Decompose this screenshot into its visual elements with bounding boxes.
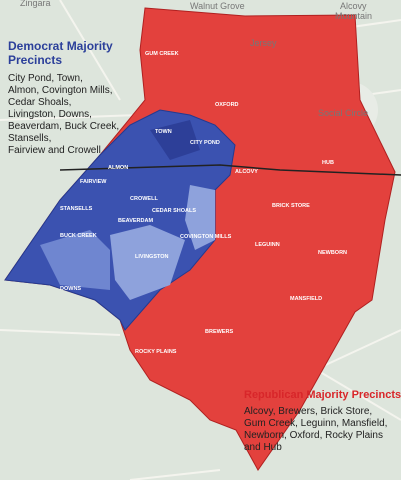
precinct-label: BEAVERDAM xyxy=(118,218,153,224)
legend-line: Newborn, Oxford, Rocky Plains xyxy=(244,430,383,441)
place-label: Alcovy xyxy=(340,1,367,11)
legend-line: Gum Creek, Leguinn, Mansfield, xyxy=(244,418,387,429)
place-label: Jersey xyxy=(250,38,277,48)
precinct-label: GUM CREEK xyxy=(145,51,179,57)
precinct-label: DOWNS xyxy=(60,286,81,292)
precinct-label: HUB xyxy=(322,160,334,166)
place-label: Mountain xyxy=(335,11,372,21)
precinct-label: CEDAR SHOALS xyxy=(152,208,196,214)
legend-title: Precincts xyxy=(8,53,62,67)
legend-line: Stansells, xyxy=(8,133,51,144)
dark-precinct xyxy=(150,120,200,160)
legend-line: Fairview and Crowell xyxy=(8,145,101,156)
precinct-label: BREWERS xyxy=(205,329,233,335)
place-label: Social Circle xyxy=(318,108,368,118)
legend-title: Republican Majority Precincts xyxy=(244,389,401,401)
light-precinct xyxy=(110,225,185,300)
precinct-label: CITY POND xyxy=(190,140,220,146)
light-precinct xyxy=(40,230,110,290)
legend-line: and Hub xyxy=(244,442,282,453)
precinct-label: FAIRVIEW xyxy=(80,179,107,185)
legend-line: Beaverdam, Buck Creek, xyxy=(8,121,119,132)
precinct-label: CROWELL xyxy=(130,196,158,202)
light-precinct xyxy=(185,185,215,250)
precinct-label: ROCKY PLAINS xyxy=(135,349,177,355)
precinct-label: OXFORD xyxy=(215,102,239,108)
precinct-label: STANSELLS xyxy=(60,206,93,212)
precinct-label: ALCOVY xyxy=(235,169,258,175)
precinct-label: LEGUINN xyxy=(255,242,280,248)
legend-title: Democrat Majority xyxy=(8,39,113,53)
legend-line: Almon, Covington Mills, xyxy=(8,85,112,96)
legend-line: City Pond, Town, xyxy=(8,73,83,84)
place-label: Zingara xyxy=(20,0,51,8)
legend-line: Cedar Shoals, xyxy=(8,97,71,108)
precinct-label: COVINGTON MILLS xyxy=(180,234,232,240)
legend-line: Livingston, Downs, xyxy=(8,109,92,120)
place-label: Walnut Grove xyxy=(190,1,245,11)
precinct-label: TOWN xyxy=(155,129,172,135)
precinct-label: NEWBORN xyxy=(318,250,347,256)
precinct-label: LIVINGSTON xyxy=(135,254,169,260)
interstate xyxy=(59,164,401,176)
precinct-label: BUCK CREEK xyxy=(60,233,97,239)
precinct-label: BRICK STORE xyxy=(272,203,310,209)
precinct-label: ALMON xyxy=(108,165,128,171)
precinct-label: MANSFIELD xyxy=(290,296,322,302)
legend-line: Alcovy, Brewers, Brick Store, xyxy=(244,406,372,417)
